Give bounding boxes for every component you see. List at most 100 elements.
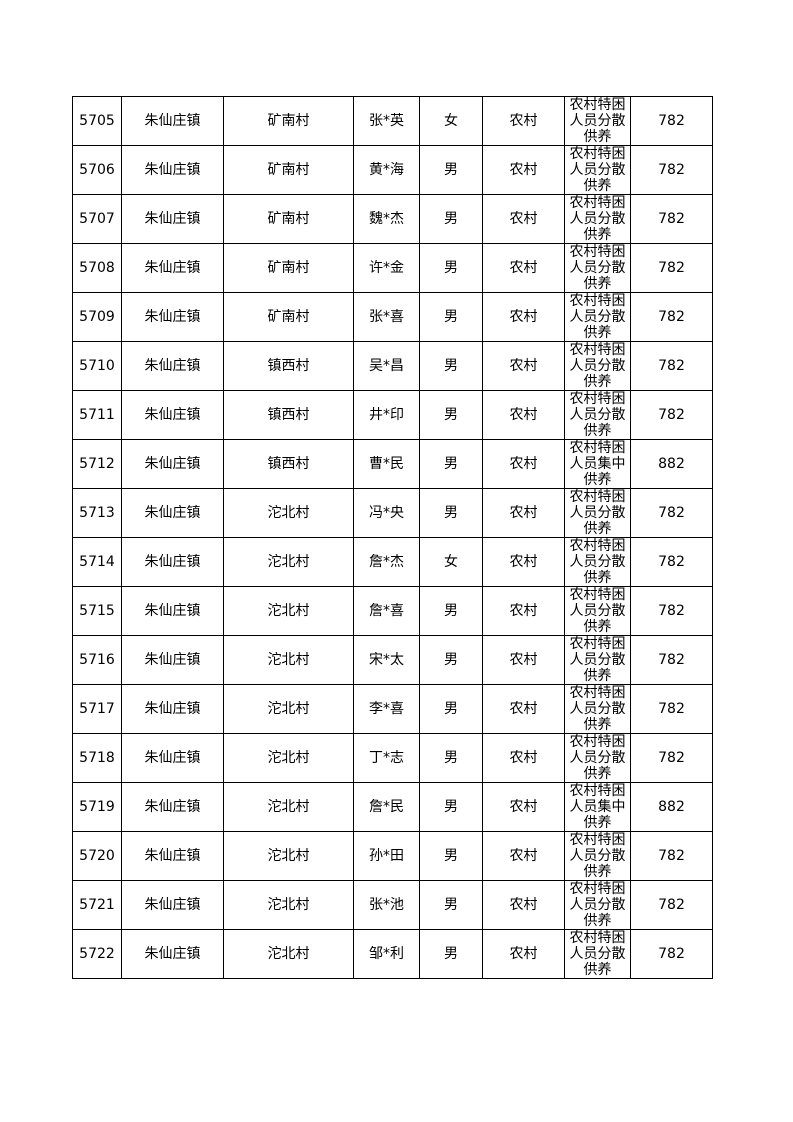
- person-name: 许*金: [369, 260, 404, 276]
- gender: 男: [444, 652, 458, 668]
- table-cell: 矿南村: [223, 243, 354, 293]
- table-cell: 张*喜: [353, 292, 420, 342]
- table-cell: 农村特困人员集中供养: [564, 782, 631, 832]
- gender: 男: [444, 701, 458, 717]
- table-cell: 5717: [72, 684, 122, 734]
- table-cell: 农村特困人员分散供养: [564, 537, 631, 587]
- village: 镇西村: [267, 358, 310, 374]
- table-cell: 男: [419, 145, 483, 195]
- table-cell: 5722: [72, 929, 122, 979]
- town: 朱仙庄镇: [144, 897, 201, 913]
- table-cell: 朱仙庄镇: [121, 831, 224, 881]
- village: 矿南村: [267, 162, 310, 178]
- category: 农村特困人员分散供养: [569, 881, 626, 929]
- area-type: 农村: [509, 603, 538, 619]
- table-cell: 农村特困人员分散供养: [564, 488, 631, 538]
- town: 朱仙庄镇: [144, 848, 201, 864]
- table-cell: 朱仙庄镇: [121, 341, 224, 391]
- table-cell: 朱仙庄镇: [121, 292, 224, 342]
- category: 农村特困人员分散供养: [569, 97, 626, 145]
- table-cell: 农村特困人员分散供养: [564, 243, 631, 293]
- table-cell: 朱仙庄镇: [121, 145, 224, 195]
- category: 农村特困人员分散供养: [569, 832, 626, 880]
- table-cell: 农村: [482, 929, 565, 979]
- table-cell: 詹*杰: [353, 537, 420, 587]
- amount: 782: [658, 358, 685, 374]
- table-cell: 5712: [72, 439, 122, 489]
- row-number: 5720: [79, 848, 115, 864]
- table-cell: 782: [630, 635, 713, 685]
- table-cell: 882: [630, 782, 713, 832]
- row-number: 5717: [79, 701, 115, 717]
- gender: 女: [444, 113, 458, 129]
- table-cell: 农村: [482, 733, 565, 783]
- table-cell: 男: [419, 243, 483, 293]
- village: 矿南村: [267, 260, 310, 276]
- table-cell: 朱仙庄镇: [121, 635, 224, 685]
- table-cell: 曹*民: [353, 439, 420, 489]
- row-number: 5707: [79, 211, 115, 227]
- village: 镇西村: [267, 456, 310, 472]
- table-cell: 詹*喜: [353, 586, 420, 636]
- amount: 782: [658, 260, 685, 276]
- table-cell: 农村: [482, 96, 565, 146]
- table-row: 5721 朱仙庄镇 沱北村 张*池 男 农村 农村特困人员分散供养 782: [72, 880, 713, 930]
- row-number: 5714: [79, 554, 115, 570]
- table-cell: 沱北村: [223, 831, 354, 881]
- area-type: 农村: [509, 652, 538, 668]
- category: 农村特困人员分散供养: [569, 342, 626, 390]
- row-number: 5709: [79, 309, 115, 325]
- area-type: 农村: [509, 456, 538, 472]
- area-type: 农村: [509, 799, 538, 815]
- village: 矿南村: [267, 113, 310, 129]
- table-cell: 农村: [482, 831, 565, 881]
- table-row: 5717 朱仙庄镇 沱北村 李*喜 男 农村 农村特困人员分散供养 782: [72, 684, 713, 734]
- table-cell: 朱仙庄镇: [121, 929, 224, 979]
- village: 矿南村: [267, 309, 310, 325]
- person-name: 詹*杰: [369, 554, 404, 570]
- table-cell: 沱北村: [223, 586, 354, 636]
- table-cell: 782: [630, 243, 713, 293]
- table-cell: 许*金: [353, 243, 420, 293]
- village: 沱北村: [267, 652, 310, 668]
- table-cell: 农村特困人员分散供养: [564, 145, 631, 195]
- gender: 男: [444, 505, 458, 521]
- area-type: 农村: [509, 848, 538, 864]
- amount: 882: [658, 799, 685, 815]
- table-cell: 5707: [72, 194, 122, 244]
- table-cell: 农村: [482, 635, 565, 685]
- table-row: 5716 朱仙庄镇 沱北村 宋*太 男 农村 农村特困人员分散供养 782: [72, 635, 713, 685]
- table-cell: 女: [419, 96, 483, 146]
- table-cell: 农村特困人员分散供养: [564, 635, 631, 685]
- area-type: 农村: [509, 162, 538, 178]
- table-cell: 男: [419, 390, 483, 440]
- table-cell: 5705: [72, 96, 122, 146]
- table-cell: 农村特困人员分散供养: [564, 390, 631, 440]
- row-number: 5710: [79, 358, 115, 374]
- amount: 782: [658, 554, 685, 570]
- table-cell: 沱北村: [223, 488, 354, 538]
- table-cell: 张*池: [353, 880, 420, 930]
- town: 朱仙庄镇: [144, 309, 201, 325]
- table-cell: 詹*民: [353, 782, 420, 832]
- table-cell: 沱北村: [223, 880, 354, 930]
- category: 农村特困人员分散供养: [569, 538, 626, 586]
- table-cell: 黄*海: [353, 145, 420, 195]
- table-cell: 沱北村: [223, 684, 354, 734]
- table-cell: 5709: [72, 292, 122, 342]
- table-cell: 女: [419, 537, 483, 587]
- village: 沱北村: [267, 897, 310, 913]
- table-cell: 镇西村: [223, 341, 354, 391]
- town: 朱仙庄镇: [144, 946, 201, 962]
- table-cell: 男: [419, 635, 483, 685]
- village: 沱北村: [267, 946, 310, 962]
- amount: 782: [658, 309, 685, 325]
- table-row: 5710 朱仙庄镇 镇西村 吴*昌 男 农村 农村特困人员分散供养 782: [72, 341, 713, 391]
- table-cell: 782: [630, 96, 713, 146]
- table-cell: 邹*利: [353, 929, 420, 979]
- row-number: 5716: [79, 652, 115, 668]
- person-name: 井*印: [369, 407, 404, 423]
- town: 朱仙庄镇: [144, 701, 201, 717]
- table-cell: 沱北村: [223, 635, 354, 685]
